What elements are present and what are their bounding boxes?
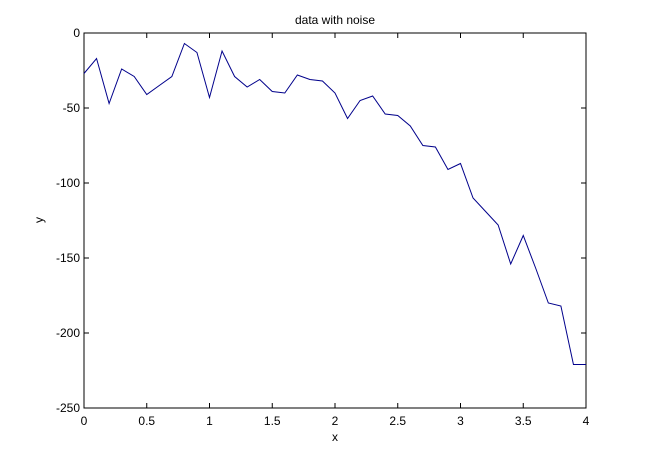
x-tick-label: 1.5 — [264, 414, 281, 428]
y-tick-label: -250 — [56, 401, 80, 415]
y-tick-label: 0 — [73, 26, 80, 40]
y-axis-label: y — [32, 217, 46, 223]
series-line — [83, 42, 586, 365]
series-layer — [83, 42, 586, 365]
y-tick-label: -150 — [56, 251, 80, 265]
y-tick-label: -100 — [56, 176, 80, 190]
chart-title: data with noise — [295, 13, 375, 27]
x-tick-label: 0 — [81, 414, 88, 428]
x-axis: 0 0.5 1 1.5 2 2.5 3 3.5 4 — [81, 33, 590, 428]
plot-area — [83, 32, 587, 409]
x-tick-label: 3 — [457, 414, 464, 428]
x-tick-label: 4 — [583, 414, 590, 428]
x-tick-label: 0.5 — [138, 414, 155, 428]
x-tick-label: 2.5 — [389, 414, 406, 428]
y-tick-label: -50 — [63, 101, 81, 115]
x-tick-label: 3.5 — [515, 414, 532, 428]
y-axis: 0 -50 -100 -150 -200 -250 — [56, 26, 586, 415]
y-tick-label: -200 — [56, 326, 80, 340]
x-tick-label: 2 — [332, 414, 339, 428]
x-axis-label: x — [332, 430, 338, 444]
x-tick-label: 1 — [206, 414, 213, 428]
